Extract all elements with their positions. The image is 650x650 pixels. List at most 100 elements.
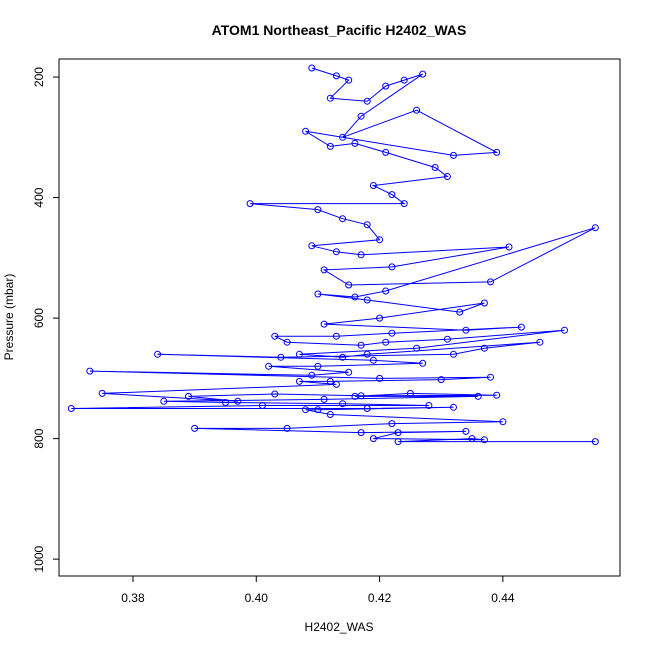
data-point [258,402,266,409]
data-point [277,353,285,361]
data-point [363,350,371,358]
data-point [388,263,396,271]
data-point [382,338,390,346]
data-point [400,76,408,84]
data-point [314,406,322,414]
data-point [357,341,365,349]
data-point [308,64,316,72]
data-point [185,392,192,400]
data-point [450,350,457,358]
data-point [363,97,371,105]
data-point [363,405,371,412]
data-point [345,76,353,84]
data-point [468,435,476,443]
data-point [456,308,464,316]
data-point [332,380,340,388]
y-axis-label: Pressure (mbar) [2,274,16,361]
data-point [462,427,470,435]
data-point [339,215,347,223]
x-tick-label: 0.44 [491,591,515,605]
data-point [369,182,377,189]
data-point [413,344,421,352]
y-axis: 200 400 600 800 1000 [32,67,60,572]
data-point [246,200,254,208]
y-tick-label: 400 [32,187,46,207]
x-tick-label: 0.38 [121,591,145,605]
data-point [499,418,507,426]
data-point [265,362,273,370]
data-point [339,353,347,361]
data-point [517,323,525,331]
data-point [332,72,340,80]
data-point [339,133,347,141]
data-point [67,405,75,412]
data-point [320,266,328,274]
data-point [382,148,390,156]
data-point [345,281,353,289]
x-axis: 0.38 0.40 0.42 0.44 [121,575,515,605]
data-point [351,392,359,400]
data-point [160,397,168,405]
plot-area [67,64,599,446]
data-point [388,329,396,337]
data-point [413,106,421,114]
data-point [394,429,402,437]
data-point [222,399,229,406]
data-point [443,173,451,180]
data-point [351,139,359,147]
data-point [493,391,501,399]
data-point [419,70,427,78]
x-tick-label: 0.42 [368,591,392,605]
data-point [536,338,544,346]
data-point [357,112,365,120]
data-point [326,377,334,385]
data-point [382,287,390,295]
data-point [591,224,599,232]
data-point [314,206,322,214]
data-point [382,82,390,90]
data-point [450,151,457,159]
data-point [320,395,328,403]
data-point [308,371,316,379]
data-point [339,400,347,408]
data-point [283,338,291,346]
data-point [98,389,106,397]
data-point [363,221,371,229]
data-point [357,429,365,437]
data-point [376,236,384,244]
data-point [474,392,482,400]
data-point [326,142,334,150]
data-point [505,243,513,251]
y-tick-label: 200 [32,67,46,87]
data-point [406,389,414,397]
data-point [86,367,94,375]
y-tick-label: 1000 [32,545,46,572]
data-point [425,402,433,409]
data-point [400,200,408,208]
data-point [462,326,470,334]
data-point [234,397,242,405]
data-point [561,326,568,334]
data-point [480,299,488,307]
data-point [376,374,384,382]
data-point [332,248,340,256]
data-point [443,335,451,343]
data-point [487,373,494,381]
data-point [591,438,599,446]
data-point [369,356,377,364]
data-point [345,368,353,376]
y-tick-label: 800 [32,428,46,448]
data-point [351,293,359,301]
data-point [271,390,279,398]
data-point [376,314,384,322]
data-point [320,320,328,328]
data-point [283,424,291,432]
data-point [332,332,340,340]
data-point [357,251,365,259]
data-point [487,278,494,286]
y-tick-label: 600 [32,308,46,328]
data-point [437,376,445,384]
x-tick-label: 0.40 [245,591,269,605]
series-line [71,67,596,443]
